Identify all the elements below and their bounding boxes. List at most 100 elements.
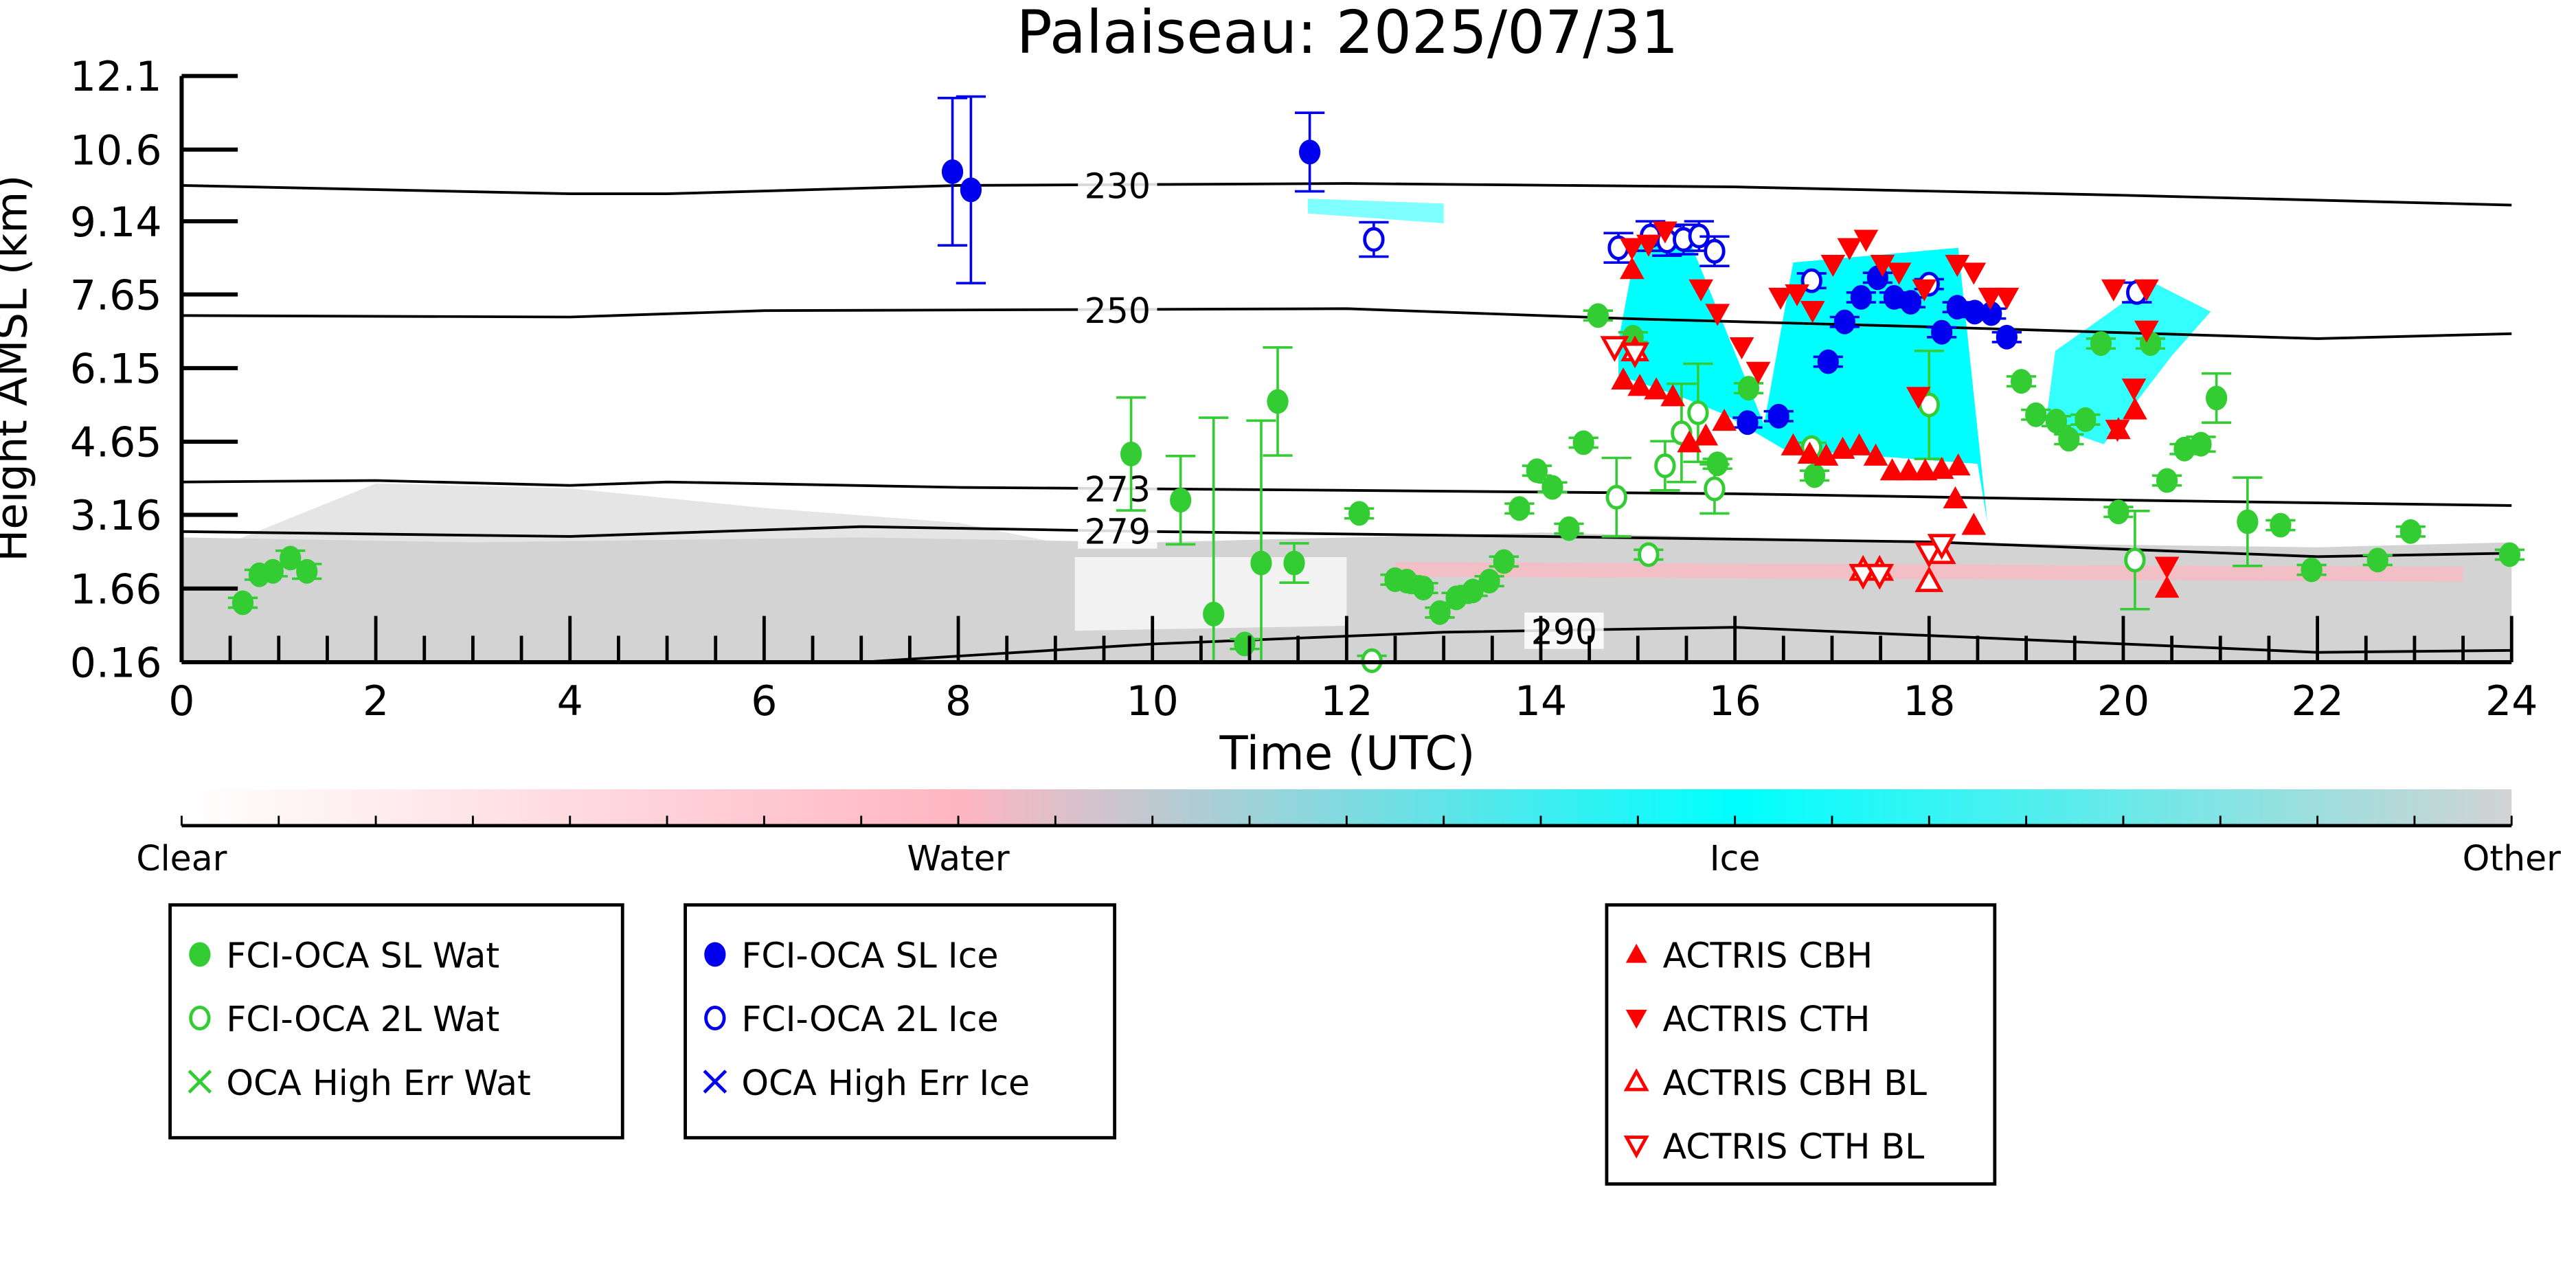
data-point	[2058, 427, 2080, 452]
data-point	[1619, 257, 1645, 280]
data-point	[2190, 431, 2212, 457]
legend-marker	[188, 1070, 212, 1094]
data-point	[2154, 556, 2180, 579]
series-actris-cth	[1602, 221, 2180, 579]
data-point	[1833, 309, 1855, 335]
data-point	[1250, 550, 1272, 576]
data-point	[1429, 600, 1451, 625]
colorbar-label-clear: Clear	[136, 838, 227, 879]
data-point	[262, 558, 284, 584]
legend-entry: ACTRIS CBH BL	[1663, 1063, 1927, 1103]
legend-entry: OCA High Err Wat	[226, 1063, 530, 1103]
data-point	[960, 177, 982, 203]
legend-marker	[1625, 1009, 1647, 1029]
x-tick-label: 12	[1320, 677, 1372, 725]
data-point	[2498, 542, 2521, 567]
data-point	[1745, 361, 1771, 384]
data-point	[1879, 458, 1905, 481]
data-point	[1600, 336, 1629, 362]
data-point	[1611, 367, 1636, 390]
contour-label: 250	[1085, 291, 1151, 331]
ice-region	[1307, 199, 1444, 223]
data-point	[296, 558, 318, 584]
data-point	[2154, 575, 2180, 598]
data-point	[1927, 534, 1956, 560]
data-point	[1785, 284, 1809, 306]
data-point	[2173, 436, 2195, 462]
data-point	[1849, 563, 1878, 590]
data-point	[1996, 324, 2018, 350]
x-tick-label: 22	[2291, 677, 2343, 725]
legend-entry: ACTRIS CTH	[1663, 999, 1871, 1039]
series-actris-cbh	[1611, 257, 2180, 598]
data-point	[1462, 578, 1484, 604]
data-point	[1803, 463, 1826, 488]
y-tick-label: 3.16	[70, 492, 162, 540]
data-point	[2270, 512, 2292, 538]
data-point	[1704, 238, 1726, 264]
data-point	[1912, 458, 1938, 481]
data-point	[1896, 458, 1921, 481]
x-tick-label: 14	[1515, 677, 1567, 725]
data-point	[1653, 221, 1677, 244]
data-point	[2124, 547, 2146, 573]
data-point	[2025, 402, 2047, 427]
data-point	[1620, 342, 1649, 369]
x-tick-label: 6	[751, 677, 777, 725]
data-point	[1509, 496, 1530, 521]
contour-label-bg	[1078, 512, 1157, 549]
data-point	[1781, 433, 1806, 455]
data-point	[1961, 512, 1987, 535]
data-point	[1800, 301, 1825, 324]
data-point	[1912, 279, 1937, 302]
series-fci-oca-sl-ice	[937, 95, 2022, 436]
data-point	[1660, 384, 1686, 407]
contour-line-250	[181, 307, 2512, 340]
colorbar: Clear Water Ice Other	[136, 789, 2561, 879]
data-point	[1526, 458, 1548, 484]
data-point	[1980, 301, 2002, 326]
series-actris-cth-bl	[1600, 336, 1956, 590]
colorbar-label-ice: Ice	[1710, 838, 1761, 879]
data-point	[2301, 557, 2323, 583]
data-point	[1817, 349, 1839, 374]
contour-label-bg	[1078, 291, 1157, 328]
data-point	[1797, 441, 1822, 464]
data-point	[1605, 484, 1627, 510]
data-point	[2105, 420, 2130, 442]
data-point	[2123, 397, 2147, 420]
data-point	[1943, 486, 1968, 509]
x-tick-label: 8	[945, 677, 971, 725]
y-tick-label: 1.66	[70, 565, 162, 613]
legend-marker	[189, 942, 211, 967]
data-point	[2101, 279, 2126, 302]
legend-box-1: FCI-OCA SL Wat FCI-OCA 2L Wat OCA High Err…	[168, 903, 624, 1140]
data-point	[1493, 549, 1515, 574]
data-point	[1961, 262, 1987, 285]
contour-label-bg	[1078, 470, 1157, 507]
data-point	[2134, 279, 2159, 302]
data-point	[1737, 410, 1759, 436]
contour-label-bg	[1078, 166, 1157, 203]
data-point	[1886, 262, 1912, 285]
legend-box-3: ACTRIS CBH ACTRIS CTH ACTRIS CBH BL ACTRIS …	[1605, 903, 1997, 1186]
data-point	[1234, 631, 1256, 657]
data-point	[1687, 400, 1709, 425]
contour-label: 273	[1085, 469, 1151, 510]
y-tick-label: 0.16	[70, 640, 162, 688]
data-point	[1677, 430, 1702, 453]
y-axis-label: Height AMSL (km)	[0, 174, 36, 561]
data-point	[2045, 409, 2068, 433]
legend-entry: FCI-OCA SL Ice	[741, 936, 998, 976]
data-point	[2399, 519, 2421, 544]
data-point	[1814, 443, 1839, 466]
data-point	[1729, 337, 1754, 360]
series-fci-oca-sl-wat	[227, 303, 2525, 664]
data-point	[1120, 441, 1142, 466]
y-tick-label: 12.1	[70, 53, 162, 101]
data-point	[1396, 569, 1418, 594]
data-point	[1541, 475, 1563, 500]
contour-line-279	[181, 525, 2512, 558]
data-point	[1363, 227, 1385, 252]
